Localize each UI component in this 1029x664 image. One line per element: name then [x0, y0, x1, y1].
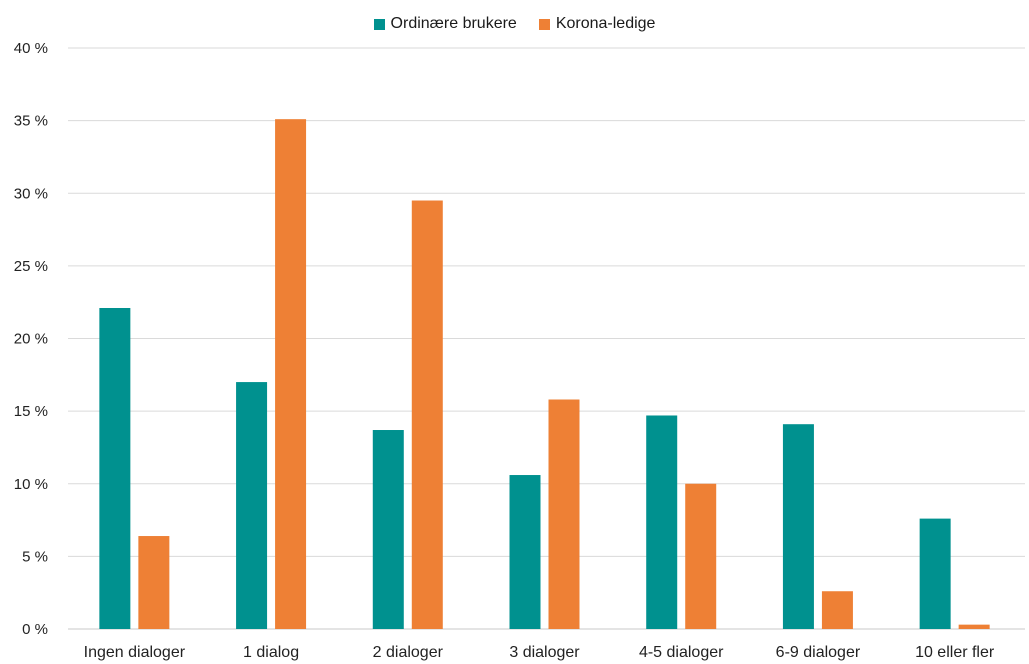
x-tick-label: 6-9 dialoger [776, 644, 861, 661]
bar-ordinaere [509, 475, 541, 629]
bar-ordinaere [782, 424, 814, 629]
bar-korona [821, 591, 853, 629]
x-tick-label: Ingen dialoger [84, 644, 186, 661]
x-tick-label: 3 dialoger [509, 644, 580, 661]
y-tick-label: 5 % [22, 548, 48, 565]
bar-korona [548, 399, 580, 629]
bar-korona [275, 119, 307, 630]
legend: Ordinære brukere Korona-ledige [0, 14, 1029, 34]
bar-ordinaere [99, 307, 131, 629]
y-tick-label: 35 % [14, 113, 48, 130]
x-tick-label: 2 dialoger [373, 644, 444, 661]
legend-label-korona: Korona-ledige [555, 15, 656, 32]
x-tick-label: 4-5 dialoger [639, 644, 724, 661]
x-tick-label: 10 eller fler [915, 644, 995, 661]
legend-swatch-ordinaere [373, 18, 385, 30]
bar-korona [411, 200, 443, 629]
bar-korona [685, 483, 717, 629]
y-tick-label: 10 % [14, 476, 48, 493]
legend-item-ordinaere: Ordinære brukere [373, 14, 517, 34]
y-tick-label: 25 % [14, 258, 48, 275]
bar-korona [958, 624, 990, 629]
bar-ordinaere [646, 415, 678, 629]
y-tick-label: 20 % [14, 331, 48, 348]
bar-ordinaere [236, 382, 268, 629]
y-tick-label: 40 % [14, 40, 48, 57]
bar-ordinaere [919, 518, 951, 629]
bar-korona [138, 536, 170, 629]
x-tick-label: 1 dialog [243, 644, 299, 661]
y-tick-label: 15 % [14, 403, 48, 420]
y-tick-label: 0 % [22, 621, 48, 638]
bar-ordinaere [372, 430, 404, 629]
legend-item-korona: Korona-ledige [538, 14, 656, 34]
legend-swatch-korona [538, 18, 550, 30]
y-tick-label: 30 % [14, 185, 48, 202]
legend-label-ordinaere: Ordinære brukere [390, 15, 517, 32]
